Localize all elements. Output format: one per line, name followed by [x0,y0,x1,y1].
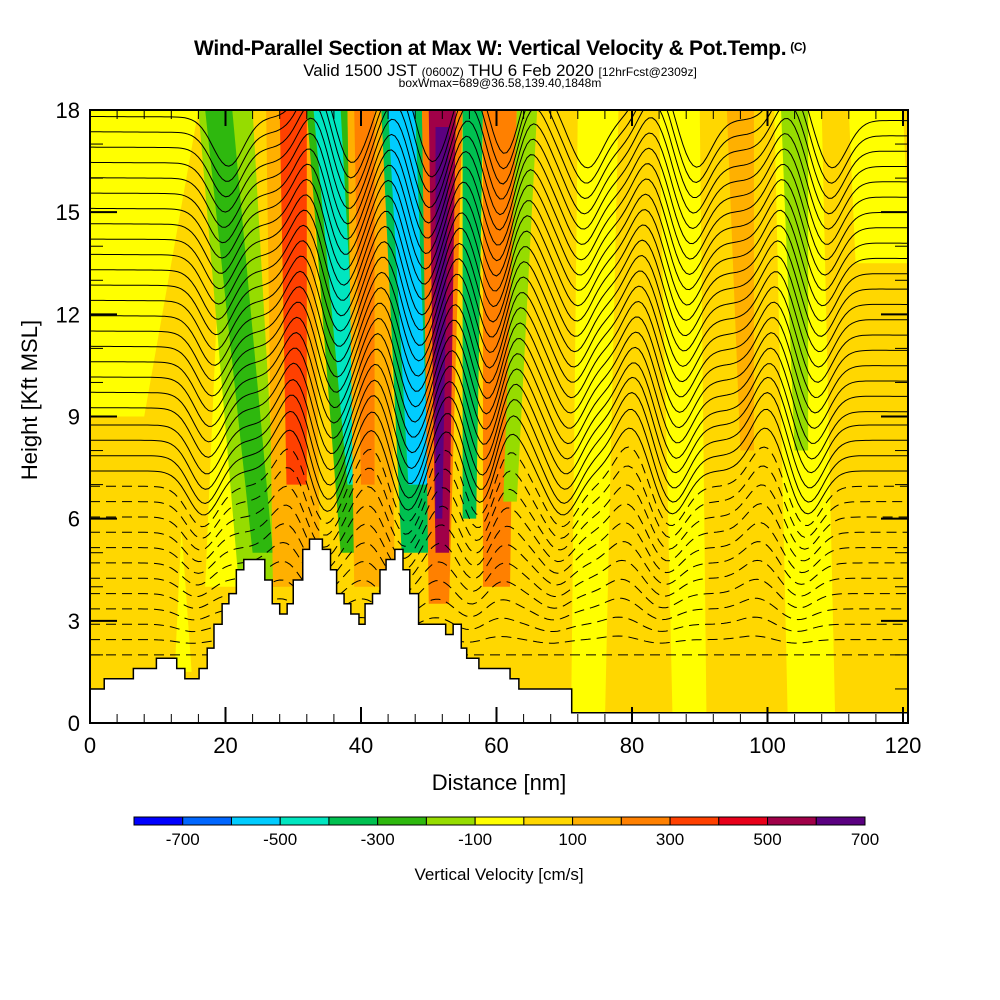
isentrope-line [90,578,908,609]
isentrope-line [90,427,908,516]
isentrope-line [90,132,908,230]
w-band [435,127,450,519]
isentrope-line [90,392,908,490]
w-band [90,110,199,417]
isentrope-line [90,465,908,539]
colorbar-tick-label: 500 [753,830,781,849]
isentrope-line [90,110,908,200]
isentrope-line [90,147,908,245]
colorbar-segment [815,816,866,826]
colorbar-label: Vertical Velocity [cm/s] [414,865,583,884]
colorbar-segment [377,816,427,826]
copyright-mark: (C) [790,40,806,54]
isentrope-line [90,446,908,528]
y-tick-label: 6 [68,507,80,532]
isentrope-line [90,616,908,633]
x-tick-label: 60 [484,733,508,758]
chart-subtitle: Valid 1500 JST (0600Z) THU 6 Feb 2020 [1… [303,61,697,80]
colorbar-segment [182,816,232,826]
terrain [89,538,909,724]
w-band [726,110,754,451]
colorbar-segment [523,816,574,826]
w-band [659,110,707,723]
axes: 0 20 40 60 80 100 120 0 3 6 9 12 15 18 [56,98,922,758]
w-band [279,110,307,485]
colorbar-tick-label: -100 [458,830,492,849]
colorbar-segment [328,816,379,826]
colorbar-segment [572,816,622,826]
colorbar: -700 -500 -300 -100 100 300 500 700 [133,816,879,849]
isentrope-line [90,346,908,445]
isentrope-line [90,484,908,551]
x-tick-label: 0 [84,733,96,758]
colorbar-segment [620,816,671,826]
isentrope-line [90,110,908,169]
colorbar-segment [133,816,184,826]
isentrope-line [90,178,908,276]
y-tick-label: 9 [68,405,80,430]
x-tick-label: 20 [213,733,237,758]
y-tick-label: 15 [56,200,80,225]
field-region [174,528,192,672]
colorbar-tick-label: -300 [361,830,395,849]
w-band [503,110,538,502]
isentrope-line [90,331,908,429]
isentrope-line [90,522,908,574]
isentrope-line [90,541,908,586]
isentrope-line [90,163,908,261]
y-tick-label: 18 [56,98,80,123]
box-wmax-label: boxWmax=689@36.58,139.40,1848m [398,76,602,90]
colorbar-segment [230,816,281,826]
isentrope-line [90,110,908,184]
colorbar-tick-label: -500 [263,830,297,849]
colorbar-tick-label: 100 [558,830,586,849]
isentrope-line [90,254,908,353]
isentrope-line [90,559,908,598]
colorbar-tick-label: 700 [851,830,879,849]
isentrope-line [90,209,908,307]
terrain-profile [89,538,909,724]
isentrope-line [90,224,908,322]
isentrope-line [90,117,908,215]
colorbar-segment [474,816,525,826]
colorbar-tick-label: 300 [656,830,684,849]
x-tick-label: 80 [620,733,644,758]
x-axis-label: Distance [nm] [432,770,567,795]
x-tick-label: 40 [349,733,373,758]
isentrope-line [90,193,908,291]
isentrope-line [90,408,908,505]
isentrope-line [90,239,908,337]
colorbar-tick-label: -700 [166,830,200,849]
isentrope-line [90,362,908,460]
y-tick-label: 3 [68,609,80,634]
y-tick-label: 12 [56,302,80,327]
isentrope-line [90,376,908,475]
w-band [205,110,273,553]
colorbar-segment [718,816,769,826]
x-tick-label: 100 [749,733,786,758]
y-axis-label: Height [Kft MSL] [17,320,42,480]
colorbar-segment [767,816,817,826]
colorbar-segment [425,816,476,826]
y-tick-label: 0 [68,711,80,736]
w-band [781,110,809,451]
chart-title: Wind-Parallel Section at Max W: Vertical… [194,37,806,60]
isentrope-line [90,270,908,368]
colorbar-segment [279,816,330,826]
isentrope-line [90,285,908,383]
colorbar-segment [669,816,720,826]
x-tick-label: 120 [885,733,922,758]
isentrope-line [90,316,908,414]
w-band [848,110,908,264]
isentrope-line [90,300,908,399]
isentrope-line [90,597,908,621]
potential-temperature-contours [90,110,908,656]
